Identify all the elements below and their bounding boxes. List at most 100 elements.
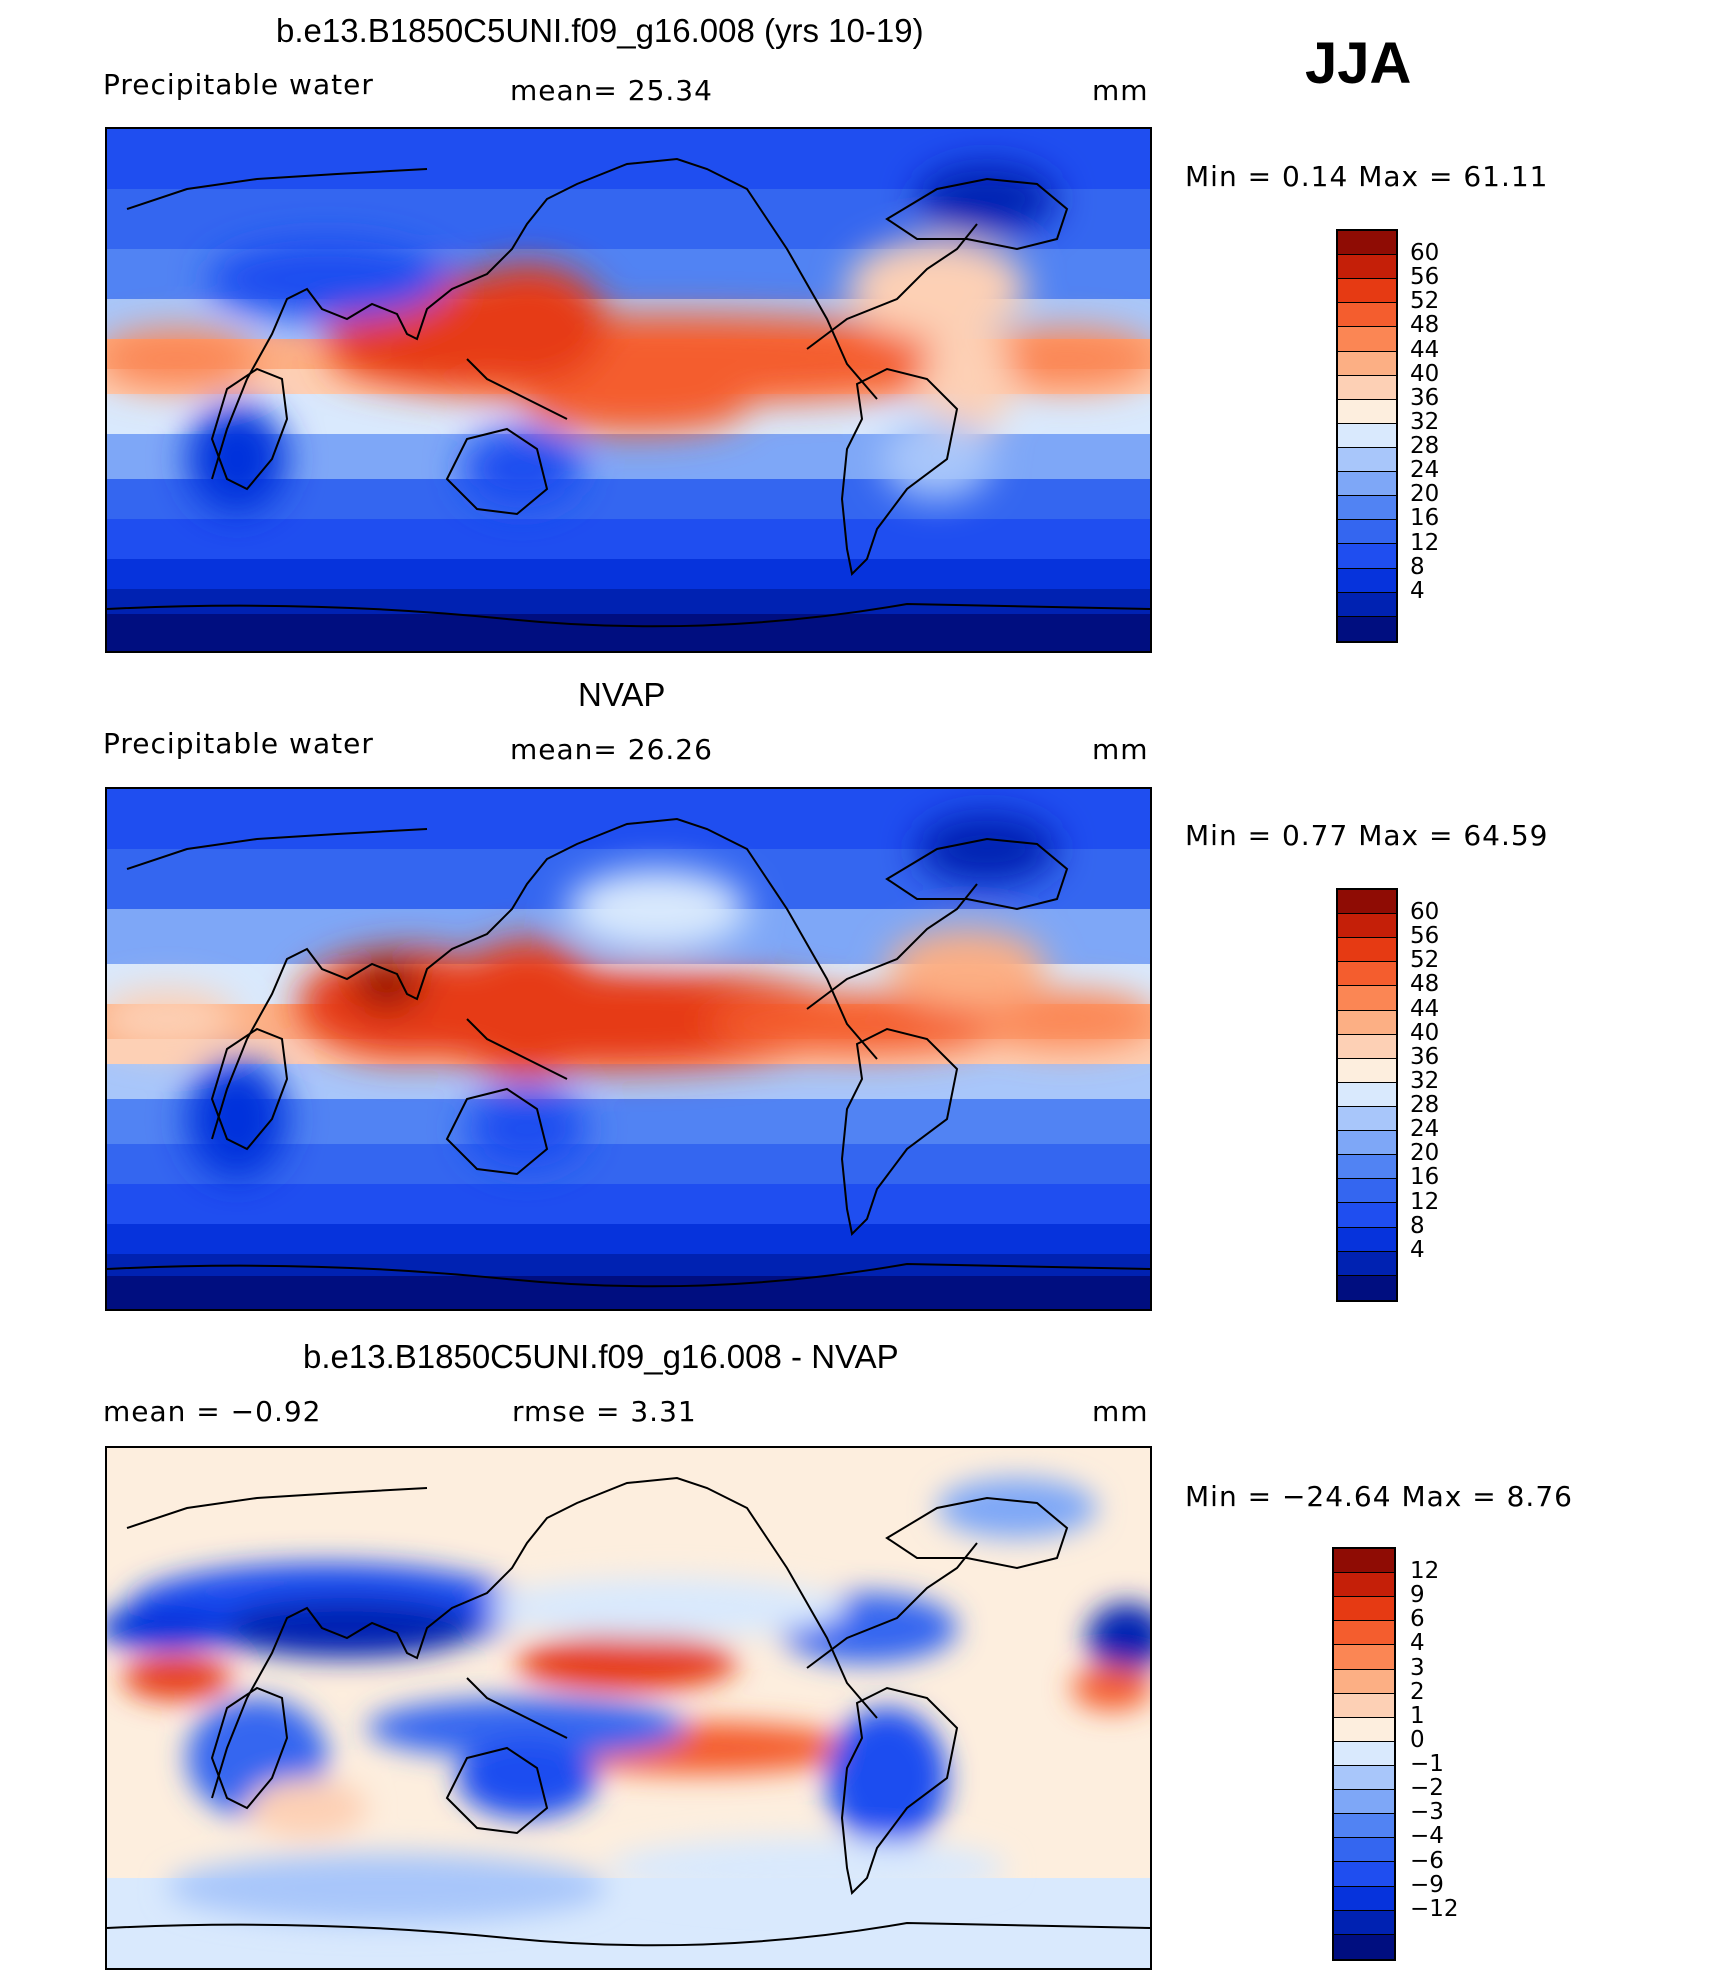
colorbar-tick-label: 52 (1410, 288, 1440, 315)
colorbar-segment (1338, 1275, 1396, 1300)
colorbar-tick-label: 56 (1410, 923, 1440, 950)
colorbar-segment (1334, 1741, 1394, 1766)
colorbar-tick-label: −1 (1410, 1751, 1444, 1778)
colorbar-segment (1338, 914, 1396, 939)
colorbar-tick-label: 40 (1410, 1019, 1440, 1046)
season-label: JJA (1305, 31, 1412, 96)
colorbar-segment (1334, 1765, 1394, 1791)
colorbar-segment (1338, 447, 1396, 473)
colorbar-segment (1334, 1693, 1394, 1718)
colorbar-tick-label: 12 (1410, 529, 1440, 556)
colorbar-segment (1338, 1131, 1396, 1156)
colorbar-segment (1338, 423, 1396, 448)
colorbar-tick-label: 2 (1410, 1678, 1425, 1705)
colorbar-tick-label: 12 (1410, 1188, 1440, 1215)
colorbar-tick-label: 28 (1410, 433, 1440, 460)
colorbar-segment (1338, 1010, 1396, 1035)
colorbar-segment (1338, 1203, 1396, 1228)
colorbar-tick-label: 48 (1410, 312, 1440, 339)
panel3-rmse: rmse = 3.31 (512, 1395, 697, 1428)
colorbar-segment (1334, 1549, 1394, 1574)
colorbar-tick-label: 3 (1410, 1654, 1425, 1681)
colorbar-segment (1334, 1573, 1394, 1598)
colorbar-tick-label: 8 (1410, 553, 1425, 580)
panel1-units: mm (1092, 74, 1149, 107)
panel1-mean: mean= 25.34 (510, 74, 713, 107)
panel1-colorbar (1336, 229, 1398, 643)
colorbar-segment (1338, 1227, 1396, 1252)
colorbar-segment (1338, 327, 1396, 352)
colorbar-segment (1338, 303, 1396, 328)
colorbar-segment (1338, 1106, 1396, 1132)
colorbar-tick-label: 24 (1410, 1116, 1440, 1143)
colorbar-tick-label: 28 (1410, 1092, 1440, 1119)
colorbar-tick-label: 9 (1410, 1582, 1425, 1609)
panel3-title: b.e13.B1850C5UNI.f09_g16.008 - NVAP (303, 1338, 899, 1375)
panel3-colorbar (1332, 1547, 1396, 1961)
panel3-units: mm (1092, 1395, 1149, 1428)
colorbar-tick-label: −6 (1410, 1847, 1444, 1874)
colorbar-segment (1338, 938, 1396, 963)
colorbar-segment (1334, 1669, 1394, 1694)
colorbar-segment (1334, 1886, 1394, 1911)
colorbar-segment (1338, 986, 1396, 1011)
colorbar-segment (1338, 890, 1396, 915)
panel2-units: mm (1092, 733, 1149, 766)
panel1-minmax: Min = 0.14 Max = 61.11 (1185, 160, 1549, 193)
colorbar-segment (1338, 472, 1396, 497)
colorbar-segment (1334, 1910, 1394, 1935)
colorbar-tick-label: −12 (1410, 1895, 1459, 1922)
colorbar-segment (1338, 568, 1396, 593)
colorbar-tick-label: 36 (1410, 1043, 1440, 1070)
colorbar-tick-label: −2 (1410, 1775, 1444, 1802)
colorbar-tick-label: −9 (1410, 1871, 1444, 1898)
colorbar-segment (1338, 616, 1396, 641)
colorbar-segment (1334, 1645, 1394, 1670)
colorbar-tick-label: 4 (1410, 1630, 1425, 1657)
colorbar-tick-label: 52 (1410, 947, 1440, 974)
colorbar-segment (1334, 1862, 1394, 1887)
colorbar-tick-label: 20 (1410, 1140, 1440, 1167)
colorbar-segment (1338, 399, 1396, 424)
panel2-mean: mean= 26.26 (510, 733, 713, 766)
colorbar-segment (1338, 544, 1396, 569)
colorbar-tick-label: 32 (1410, 408, 1440, 435)
colorbar-tick-label: 48 (1410, 971, 1440, 998)
colorbar-tick-label: 24 (1410, 457, 1440, 484)
colorbar-tick-label: 60 (1410, 240, 1440, 267)
colorbar-segment (1338, 279, 1396, 304)
colorbar-tick-label: 1 (1410, 1702, 1425, 1729)
panel1-variable: Precipitable water (103, 68, 374, 101)
colorbar-segment (1338, 255, 1396, 280)
colorbar-segment (1338, 351, 1396, 376)
colorbar-segment (1334, 1934, 1394, 1959)
panel1-map (105, 127, 1152, 653)
colorbar-segment (1338, 231, 1396, 256)
panel2-variable: Precipitable water (103, 727, 374, 760)
colorbar-tick-label: 56 (1410, 264, 1440, 291)
panel3-minmax: Min = −24.64 Max = 8.76 (1185, 1480, 1573, 1513)
colorbar-tick-label: 60 (1410, 899, 1440, 926)
colorbar-segment (1338, 1251, 1396, 1276)
colorbar-tick-label: 12 (1410, 1558, 1440, 1585)
colorbar-segment (1334, 1717, 1394, 1742)
colorbar-segment (1338, 1058, 1396, 1083)
panel2-minmax: Min = 0.77 Max = 64.59 (1185, 819, 1549, 852)
colorbar-segment (1334, 1814, 1394, 1839)
panel1-title: b.e13.B1850C5UNI.f09_g16.008 (yrs 10-19) (276, 12, 924, 49)
colorbar-tick-label: −3 (1410, 1799, 1444, 1826)
colorbar-segment (1338, 1034, 1396, 1059)
colorbar-tick-label: 44 (1410, 995, 1440, 1022)
colorbar-segment (1338, 962, 1396, 987)
colorbar-tick-label: 0 (1410, 1726, 1425, 1753)
colorbar-tick-label: 20 (1410, 481, 1440, 508)
colorbar-segment (1334, 1838, 1394, 1863)
colorbar-tick-label: 16 (1410, 1164, 1440, 1191)
panel3-mean: mean = −0.92 (103, 1395, 322, 1428)
colorbar-segment (1338, 375, 1396, 400)
colorbar-tick-label: 8 (1410, 1212, 1425, 1239)
panel2-colorbar (1336, 888, 1398, 1302)
colorbar-tick-label: 16 (1410, 505, 1440, 532)
panel2-title: NVAP (578, 676, 666, 713)
panel2-map (105, 787, 1152, 1311)
